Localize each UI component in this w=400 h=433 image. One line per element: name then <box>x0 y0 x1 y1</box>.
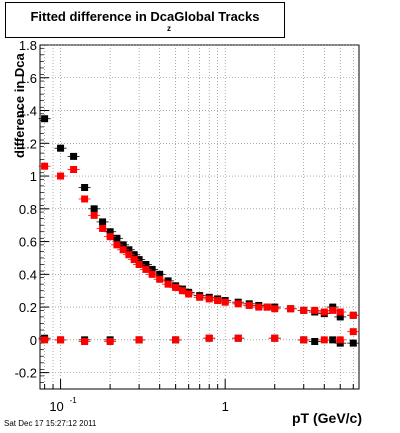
chart-title: Fitted difference in DcaGlobal Tracks <box>6 9 284 24</box>
data-point <box>90 211 98 219</box>
data-point <box>119 246 127 254</box>
data-point <box>142 265 150 273</box>
y-tick-label: 0.8 <box>19 202 37 217</box>
data-point <box>287 305 295 313</box>
data-point <box>300 306 308 314</box>
timestamp-footer: Sat Dec 17 15:27:12 2011 <box>4 419 97 428</box>
chart-title-main: Fitted difference in Dca <box>30 9 175 24</box>
y-axis: -0.2 0 0.2 0.4 0.6 0.8 1 1.2 1.4 1.6 1.8 <box>15 38 49 390</box>
grid <box>40 44 359 389</box>
data-point <box>205 295 213 303</box>
x-tick-label: 10 <box>49 399 63 414</box>
data-point <box>135 261 143 269</box>
data-point <box>214 297 222 305</box>
y-tick-label: 0.2 <box>19 300 37 315</box>
data-point <box>113 241 121 249</box>
data-point <box>221 298 229 306</box>
y-tick-label: 1.6 <box>19 71 37 86</box>
data-point <box>41 162 49 170</box>
data-point <box>81 195 89 203</box>
data-point <box>164 280 172 288</box>
data-point <box>320 308 328 316</box>
data-point <box>81 337 89 345</box>
data-point <box>300 336 308 344</box>
data-point <box>172 336 180 344</box>
data-point <box>156 275 164 283</box>
data-point <box>349 311 357 319</box>
data-point <box>271 305 279 313</box>
chart-title-subscript: z <box>167 24 171 33</box>
data-point <box>125 251 133 259</box>
x-axis-label: pT (GeV/c) <box>291 410 362 426</box>
data-point <box>196 293 204 301</box>
data-point <box>156 270 164 278</box>
y-tick-label: 0.6 <box>19 235 37 250</box>
data-point <box>349 339 357 347</box>
x-axis: 10 -1 1 <box>44 379 354 414</box>
data-point <box>349 328 357 336</box>
data-point <box>135 336 143 344</box>
data-point <box>336 313 344 321</box>
data-point <box>320 336 328 344</box>
chart-title-box: Fitted difference in DcaGlobal Tracks z <box>5 2 285 38</box>
data-point <box>113 234 121 242</box>
data-point <box>57 144 65 152</box>
data-point <box>130 256 138 264</box>
data-point <box>263 303 271 311</box>
data-point <box>234 300 242 308</box>
data-point <box>311 337 319 345</box>
data-point <box>106 228 114 236</box>
data-point <box>329 306 337 314</box>
data-point <box>57 336 65 344</box>
y-tick-label: 1.4 <box>19 104 37 119</box>
data-point <box>311 306 319 314</box>
x-tick-label: 1 <box>222 399 229 414</box>
y-tick-label: 0.4 <box>19 267 37 282</box>
data-point <box>255 303 263 311</box>
data-point <box>70 152 78 160</box>
data-point <box>172 283 180 291</box>
data-point <box>106 337 114 345</box>
y-axis-label: difference in Dca <box>12 53 27 158</box>
data-point <box>336 336 344 344</box>
y-tick-label: 0 <box>30 333 37 348</box>
y-tick-label: 1 <box>30 169 37 184</box>
data-point <box>205 334 213 342</box>
data-point <box>245 301 253 309</box>
data-point <box>106 233 114 241</box>
data-point <box>81 184 89 192</box>
data-point <box>234 334 242 342</box>
data-points <box>38 115 360 347</box>
data-point <box>90 205 98 213</box>
data-point <box>185 290 193 298</box>
data-point <box>41 336 49 344</box>
y-tick-label: 1.8 <box>19 38 37 53</box>
data-point <box>271 334 279 342</box>
y-tick-label: -0.2 <box>15 366 37 381</box>
data-point <box>119 241 127 249</box>
data-point <box>329 336 337 344</box>
data-point <box>148 265 156 273</box>
data-point <box>178 287 186 295</box>
data-point <box>57 172 65 180</box>
data-point <box>336 308 344 316</box>
data-point <box>99 224 107 232</box>
y-tick-label: 1.2 <box>19 136 37 151</box>
chart-title-suffix: Global Tracks <box>174 9 260 24</box>
data-point <box>142 261 150 269</box>
data-point <box>148 270 156 278</box>
data-point <box>41 115 49 123</box>
data-point <box>70 165 78 173</box>
data-point <box>99 218 107 226</box>
x-tick-label-exponent: -1 <box>70 396 78 405</box>
